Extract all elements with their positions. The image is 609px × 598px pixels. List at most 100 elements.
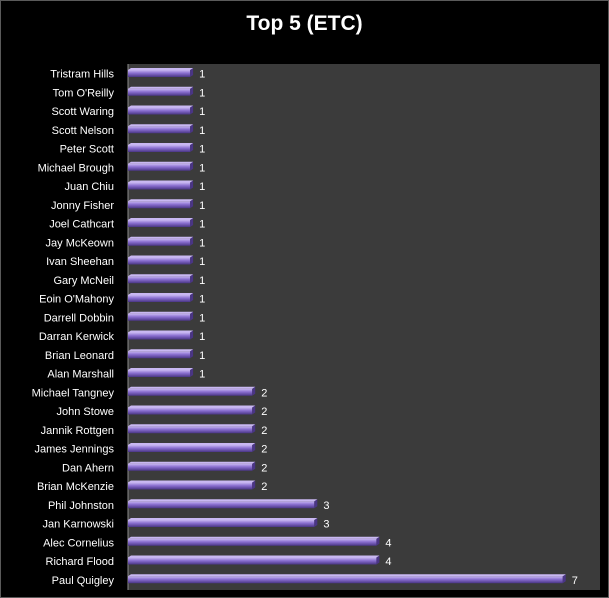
category-label: Richard Flood: [46, 556, 114, 568]
category-label: Paul Quigley: [52, 575, 115, 587]
category-label: Eoin O'Mahony: [39, 294, 114, 306]
value-label: 1: [199, 200, 205, 212]
bar-top-face: [128, 86, 194, 89]
bar-top-face: [128, 293, 194, 295]
bar: [128, 126, 191, 134]
bar-top-face: [128, 461, 256, 464]
category-label: Darrell Dobbin: [44, 312, 114, 324]
bar-end-cap: [190, 349, 194, 359]
bar: [128, 463, 253, 471]
bar-top-face: [128, 424, 256, 427]
category-label: James Jennings: [35, 444, 115, 456]
bar-top-face: [128, 555, 380, 558]
bar-top-face: [128, 330, 194, 333]
category-label: Alan Marshall: [47, 369, 114, 381]
category-label: Gary McNeil: [53, 275, 114, 287]
bar-top-face: [128, 536, 380, 539]
category-label: Phil Johnston: [48, 500, 114, 512]
bar: [128, 557, 377, 565]
bar-end-cap: [190, 161, 194, 171]
value-label: 1: [199, 144, 205, 156]
bar-end-cap: [252, 480, 256, 490]
value-label: 1: [199, 256, 205, 268]
value-label: 1: [199, 331, 205, 343]
bar: [128, 295, 191, 302]
value-label: 1: [199, 87, 205, 99]
category-label: Michael Tangney: [32, 387, 115, 399]
bar-top-face: [128, 161, 194, 164]
bar-end-cap: [190, 124, 194, 134]
bar-top-face: [128, 255, 194, 258]
category-label: Scott Nelson: [52, 125, 114, 137]
value-label: 3: [323, 519, 329, 531]
value-label: 1: [199, 294, 205, 306]
bar-end-cap: [190, 311, 194, 321]
value-label: 1: [199, 106, 205, 118]
bar: [128, 370, 191, 377]
bar-end-cap: [190, 255, 194, 265]
bar-top-face: [128, 405, 256, 408]
value-label: 1: [199, 275, 205, 287]
bar-end-cap: [190, 218, 194, 227]
bar-top-face: [128, 199, 194, 202]
category-label: Scott Waring: [51, 106, 114, 118]
bar-end-cap: [190, 180, 194, 190]
category-label: Jan Karnowski: [42, 519, 114, 531]
category-label: Michael Brough: [38, 162, 114, 174]
bar-end-cap: [190, 330, 194, 340]
bar-end-cap: [190, 236, 194, 246]
bar: [128, 276, 191, 284]
bar: [128, 163, 191, 171]
bar: [128, 145, 191, 152]
bar-end-cap: [252, 386, 256, 396]
value-label: 1: [199, 237, 205, 249]
bar: [128, 238, 191, 246]
category-label: Peter Scott: [60, 144, 114, 156]
category-label: Brian Leonard: [45, 350, 114, 362]
bar-end-cap: [190, 274, 194, 284]
bar-top-face: [128, 368, 194, 370]
bar: [128, 482, 253, 490]
bar-top-face: [128, 180, 194, 183]
bar: [128, 332, 191, 340]
bar: [128, 407, 253, 415]
bar: [128, 576, 563, 584]
bar-top-face: [128, 274, 194, 277]
category-label: John Stowe: [57, 406, 114, 418]
bar: [128, 426, 253, 434]
bar-end-cap: [252, 424, 256, 434]
bar-end-cap: [190, 105, 194, 115]
value-label: 2: [261, 481, 267, 493]
value-label: 2: [261, 462, 267, 474]
bar-top-face: [128, 143, 194, 145]
bar-end-cap: [252, 443, 256, 452]
value-label: 2: [261, 406, 267, 418]
bar-top-face: [128, 480, 256, 483]
value-label: 3: [323, 500, 329, 512]
category-label: Tom O'Reilly: [53, 87, 115, 99]
bar-top-face: [128, 574, 566, 577]
bar: [128, 70, 191, 77]
bar-end-cap: [252, 405, 256, 415]
bar-end-cap: [314, 499, 318, 509]
bar-top-face: [128, 443, 256, 445]
category-label: Juan Chiu: [64, 181, 114, 193]
bar-end-cap: [376, 536, 380, 546]
bar-top-face: [128, 68, 194, 70]
bar: [128, 107, 191, 115]
category-label: Alec Cornelius: [43, 537, 114, 549]
bar-end-cap: [314, 518, 318, 527]
value-label: 1: [199, 350, 205, 362]
bar-top-face: [128, 311, 194, 314]
bar: [128, 388, 253, 396]
bar-top-face: [128, 499, 318, 502]
bar-end-cap: [190, 143, 194, 152]
category-label: Jonny Fisher: [51, 200, 114, 212]
value-label: 4: [385, 556, 391, 568]
category-label: Tristram Hills: [50, 69, 114, 81]
bar-top-face: [128, 349, 194, 352]
value-label: 1: [199, 181, 205, 193]
bar: [128, 201, 191, 209]
bar-end-cap: [252, 461, 256, 471]
bar: [128, 520, 315, 527]
